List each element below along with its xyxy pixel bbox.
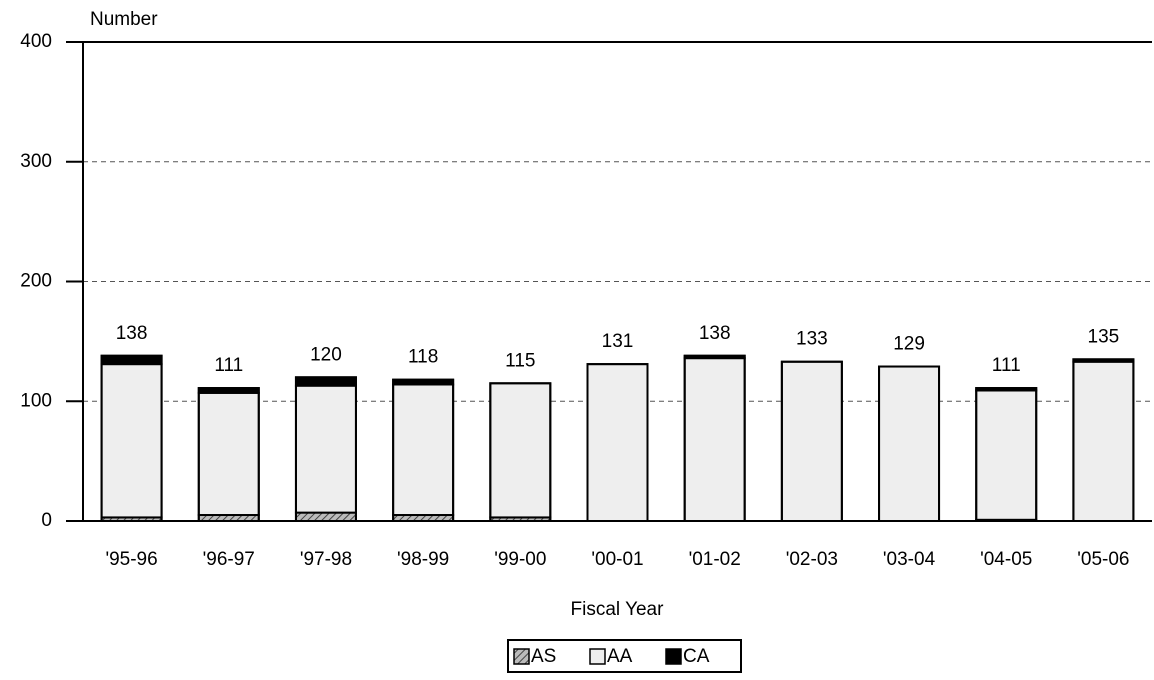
bar-segment — [294, 384, 357, 514]
bar-segment — [683, 357, 746, 523]
bar-segment — [100, 363, 163, 519]
total-label: 138 — [699, 323, 731, 344]
x-tick-label: '01-02 — [689, 549, 741, 570]
legend-label: CA — [683, 646, 710, 667]
x-axis-label: Fiscal Year — [571, 599, 665, 620]
bar-outline — [197, 387, 260, 523]
y-tick-label: 400 — [20, 31, 52, 52]
y-tick-label: 100 — [20, 390, 52, 411]
x-tick-label: '02-03 — [786, 549, 838, 570]
total-label: 115 — [505, 350, 535, 371]
bar-segment — [780, 360, 843, 523]
y-tick-label: 0 — [41, 510, 52, 531]
y-tick-label: 200 — [20, 271, 52, 292]
bar-outline — [489, 382, 552, 522]
y-tick-label: 300 — [20, 151, 52, 172]
total-label: 135 — [1088, 326, 1120, 347]
bar-outline — [586, 363, 649, 522]
bar-outline — [294, 376, 357, 522]
x-tick-label: '05-06 — [1077, 549, 1129, 570]
bar-segment — [197, 391, 260, 517]
x-tick-label: '98-99 — [397, 549, 449, 570]
bar-segment — [878, 365, 941, 522]
bar-outline — [780, 360, 843, 523]
bar-segment — [975, 389, 1038, 521]
total-label: 129 — [893, 334, 925, 355]
total-label: 120 — [310, 344, 342, 365]
bar-outline — [392, 378, 455, 522]
legend-box — [507, 639, 742, 673]
bar-outline — [878, 365, 941, 522]
x-tick-label: '95-96 — [105, 549, 157, 570]
y-axis-label: Number — [90, 9, 158, 30]
total-label: 138 — [116, 323, 148, 344]
x-tick-label: '00-01 — [591, 549, 643, 570]
legend-swatch — [589, 648, 606, 665]
total-label: 131 — [602, 331, 634, 352]
bar-outline — [683, 354, 746, 522]
total-label: 133 — [796, 329, 828, 350]
legend-label: AA — [607, 646, 633, 667]
bar-segment — [294, 511, 357, 522]
bar-segment — [100, 354, 163, 366]
legend-swatch — [665, 648, 682, 665]
x-tick-label: '97-98 — [300, 549, 352, 570]
bar-outline — [100, 354, 163, 522]
total-label: 118 — [408, 347, 438, 368]
x-tick-label: '03-04 — [883, 549, 936, 570]
x-tick-label: '99-00 — [494, 549, 546, 570]
legend-swatch — [513, 648, 530, 665]
bar-segment — [1072, 360, 1135, 523]
bar-segment — [294, 376, 357, 387]
bar-outline — [1072, 358, 1135, 522]
total-label: 111 — [992, 355, 1021, 376]
x-tick-label: '96-97 — [203, 549, 255, 570]
bar-segment — [489, 382, 552, 519]
x-tick-label: '04-05 — [980, 549, 1032, 570]
bar-outline — [975, 387, 1038, 523]
total-label: 111 — [214, 355, 243, 376]
legend-label: AS — [531, 646, 556, 667]
bar-segment — [586, 363, 649, 522]
bar-segment — [392, 383, 455, 517]
